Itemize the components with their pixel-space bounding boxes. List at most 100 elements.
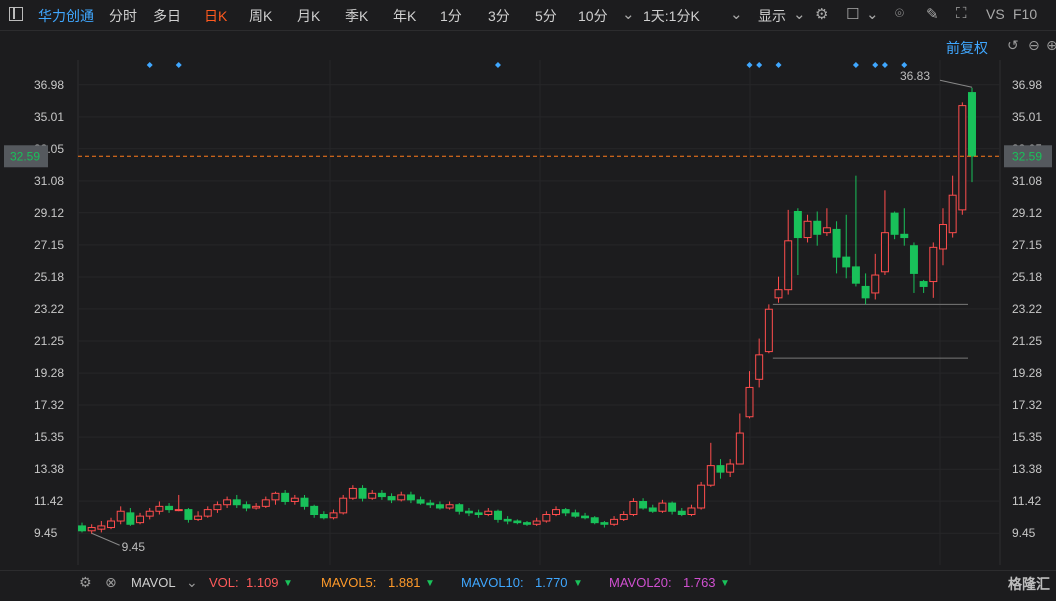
caret-down-icon: ▼	[425, 578, 435, 589]
mavol5-value: 1.881	[388, 575, 421, 590]
tab-monthly-k[interactable]: 月K	[297, 8, 321, 24]
candle	[435, 501, 444, 510]
chevron-down-icon[interactable]: ⌄	[622, 6, 635, 23]
candle	[581, 512, 590, 520]
candle	[745, 371, 754, 419]
stock-name[interactable]: 华力创通	[38, 8, 94, 24]
tab-1min[interactable]: 1分	[440, 8, 462, 24]
candle-body	[107, 520, 116, 529]
zoom-out-icon[interactable]: ⊖	[1028, 37, 1040, 53]
candle	[523, 521, 531, 526]
candle-body	[329, 512, 338, 519]
vs-button[interactable]: VS	[986, 6, 1005, 22]
candle-body	[513, 520, 522, 524]
candle-body	[958, 105, 967, 211]
candle	[213, 501, 222, 513]
candle-body	[97, 525, 106, 530]
y-tick-label-left: 31.08	[34, 174, 64, 188]
candle-body	[813, 220, 822, 235]
indicator-name[interactable]: MAVOL	[131, 575, 176, 590]
chevron-down-icon[interactable]: ⌄	[793, 6, 806, 23]
candle	[668, 501, 677, 515]
close-icon[interactable]: ⊗	[105, 574, 117, 590]
candle	[339, 494, 348, 515]
mavol20-value: 1.763	[683, 575, 716, 590]
f10-button[interactable]: F10	[1013, 6, 1038, 22]
candle-body	[793, 211, 802, 239]
tab-duori[interactable]: 多日	[153, 8, 181, 24]
event-marker	[494, 62, 501, 68]
tab-10min[interactable]: 10分	[578, 8, 608, 24]
y-tick-label-right: 29.12	[1012, 206, 1042, 220]
tab-daily-k[interactable]: 日K	[204, 8, 228, 24]
current-price-label-right: 32.59	[1012, 149, 1042, 163]
candle-body	[561, 509, 570, 514]
candle-body	[668, 502, 677, 512]
tab-3min[interactable]: 3分	[488, 8, 510, 24]
sidebar-toggle-icon[interactable]	[9, 7, 23, 21]
candle-body	[493, 510, 502, 520]
mavol10-label: MAVOL10:	[461, 575, 524, 590]
candle-body	[832, 228, 841, 258]
tab-fenshi[interactable]: 分时	[109, 8, 137, 24]
tab-yearly-k[interactable]: 年K	[393, 8, 417, 24]
candle	[290, 494, 299, 505]
candle	[445, 501, 454, 510]
candle	[136, 512, 145, 525]
candle	[261, 496, 270, 508]
candle-body	[745, 386, 754, 418]
pencil-icon[interactable]: ✎	[926, 6, 939, 23]
zoom-in-icon[interactable]: ⊕	[1046, 37, 1056, 53]
y-tick-label-right: 19.28	[1012, 366, 1042, 380]
candle-body	[232, 499, 241, 506]
candle-body	[774, 289, 783, 299]
candle	[126, 507, 135, 526]
camera-icon[interactable]: ⌾	[895, 5, 905, 22]
overlay-mode-select[interactable]: 1天:1分K	[643, 8, 700, 24]
candle	[474, 509, 483, 518]
tab-weekly-k[interactable]: 周K	[249, 8, 273, 24]
y-tick-label-left: 19.28	[34, 366, 64, 380]
square-icon[interactable]: ☐	[846, 6, 860, 23]
candle-body	[174, 509, 183, 512]
current-price-tag-left	[4, 145, 48, 168]
candle	[842, 214, 851, 279]
candle	[271, 491, 280, 505]
candle	[184, 507, 193, 523]
caret-down-icon: ▼	[283, 578, 293, 589]
candle	[484, 507, 493, 517]
high-annotation-leader	[939, 79, 973, 88]
current-price-tag-right	[1004, 145, 1052, 168]
chevron-down-icon[interactable]: ⌄	[866, 6, 879, 23]
candle	[387, 493, 396, 504]
y-tick-label-left: 27.15	[34, 238, 64, 252]
event-marker	[901, 62, 908, 68]
chevron-down-icon[interactable]: ⌄	[186, 574, 198, 590]
gear-icon[interactable]: ⚙	[815, 6, 829, 23]
candle	[203, 506, 212, 518]
price-adjust-select[interactable]: 前复权	[946, 40, 988, 56]
gear-icon[interactable]: ⚙	[79, 574, 92, 590]
candle-body	[590, 517, 599, 524]
tab-5min[interactable]: 5分	[535, 8, 557, 24]
candle-body	[281, 492, 290, 502]
candle-body	[629, 500, 638, 516]
y-tick-label-left: 36.98	[34, 78, 64, 92]
candle-body	[677, 510, 686, 516]
candle	[648, 504, 657, 513]
candlestick-chart[interactable]: 36.9836.9835.0135.0133.0533.0531.0831.08…	[0, 30, 1056, 570]
tab-quarterly-k[interactable]: 季K	[345, 8, 369, 24]
y-tick-label-right: 17.32	[1012, 398, 1042, 412]
candle	[368, 490, 377, 500]
candle-body	[310, 505, 319, 515]
candle	[697, 481, 706, 510]
fullscreen-icon[interactable]: ⛶	[956, 5, 967, 22]
candle	[416, 496, 425, 505]
high-annotation: 36.83	[900, 69, 930, 83]
candle-body	[435, 504, 444, 509]
candle	[610, 516, 619, 526]
vol-label: VOL:	[209, 575, 239, 590]
undo-icon[interactable]: ↺	[1007, 37, 1019, 53]
chevron-down-icon[interactable]: ⌄	[730, 6, 743, 23]
display-menu[interactable]: 显示	[758, 8, 786, 24]
